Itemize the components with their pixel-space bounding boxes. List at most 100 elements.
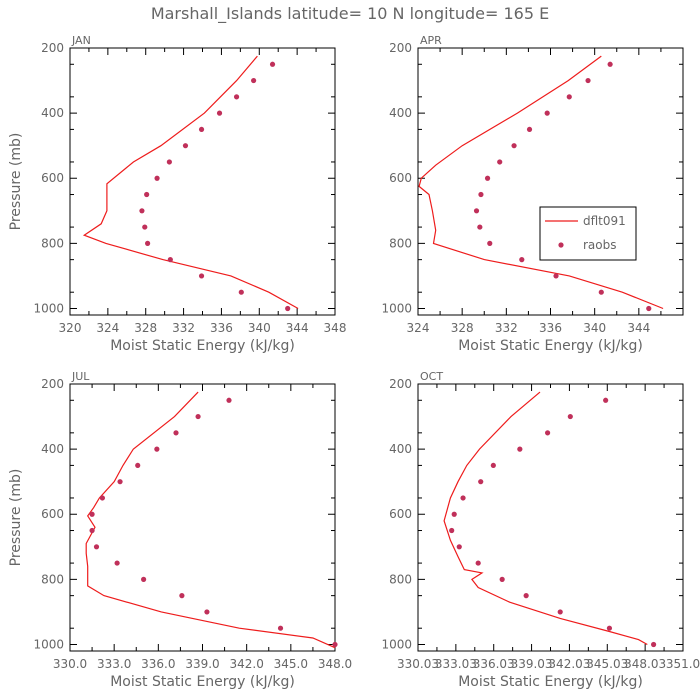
panel-apr: APR 324 328 332 336 340 344 200 400 600 800 1000 Moi… bbox=[381, 34, 684, 354]
data-point-raobs bbox=[154, 175, 160, 181]
x-tick-label: 333.03 bbox=[435, 657, 477, 671]
x-tick-label: 345.0 bbox=[274, 657, 308, 671]
x-tick-label: 336.0 bbox=[141, 657, 175, 671]
data-point-raobs bbox=[182, 143, 189, 149]
x-tick-label: 336 bbox=[539, 321, 562, 335]
y-tick-label: 600 bbox=[41, 171, 64, 185]
panel-oct: OCT 330.03333.03336.03339.03342.03345.033… bbox=[381, 370, 700, 690]
x-tick-label: 342.03 bbox=[548, 657, 590, 671]
data-point-raobs bbox=[456, 544, 462, 550]
y-tick-label: 800 bbox=[41, 236, 64, 250]
x-tick-label: 348.03 bbox=[624, 657, 666, 671]
x-tick-label: 344 bbox=[627, 321, 650, 335]
y-tick-label: 200 bbox=[389, 41, 412, 55]
x-axis-label: Moist Static Energy (kJ/kg) bbox=[110, 338, 295, 354]
y-tick-label: 400 bbox=[41, 442, 64, 456]
data-point-raobs bbox=[519, 257, 525, 263]
plot-frame bbox=[417, 47, 684, 316]
data-point-raobs bbox=[607, 61, 613, 67]
data-point-raobs bbox=[526, 126, 533, 133]
data-point-raobs bbox=[216, 110, 223, 116]
data-point-raobs bbox=[478, 191, 484, 198]
data-point-raobs bbox=[269, 61, 276, 67]
x-tick-label: 339.03 bbox=[511, 657, 553, 671]
y-tick-label: 1000 bbox=[381, 301, 412, 315]
data-point-raobs bbox=[650, 641, 657, 648]
data-point-raobs bbox=[179, 593, 185, 599]
data-point-raobs bbox=[499, 576, 505, 582]
data-point-raobs bbox=[99, 495, 105, 501]
data-point-raobs bbox=[606, 625, 613, 631]
data-point-raobs bbox=[135, 462, 141, 469]
data-point-raobs bbox=[544, 430, 551, 436]
y-tick-label: 800 bbox=[389, 572, 412, 586]
data-point-raobs bbox=[139, 208, 145, 214]
x-tick-label: 320 bbox=[59, 321, 82, 335]
legend: dflt091 raobs bbox=[539, 206, 637, 261]
x-tick-label: 330.03 bbox=[397, 657, 439, 671]
x-tick-label: 336.03 bbox=[473, 657, 515, 671]
data-point-raobs bbox=[332, 641, 338, 648]
x-tick-label: 332 bbox=[495, 321, 518, 335]
x-tick-label: 340 bbox=[248, 321, 271, 335]
x-tick-label: 324 bbox=[407, 321, 430, 335]
data-point-raobs bbox=[487, 240, 493, 246]
x-tick-label: 328 bbox=[134, 321, 157, 335]
panel-title: JAN bbox=[71, 34, 91, 47]
data-point-raobs bbox=[166, 159, 172, 165]
y-tick-label: 200 bbox=[389, 377, 412, 391]
data-point-raobs bbox=[511, 143, 517, 149]
panel-title: JUL bbox=[71, 370, 90, 383]
y-axis-label: Pressure (mb) bbox=[8, 469, 24, 567]
y-tick-label: 400 bbox=[389, 442, 412, 456]
x-tick-label: 340 bbox=[583, 321, 606, 335]
y-tick-label: 1000 bbox=[33, 637, 64, 651]
data-point-raobs bbox=[173, 430, 179, 436]
series-line-dflt091 bbox=[85, 391, 336, 649]
y-tick-label: 1000 bbox=[381, 637, 412, 651]
x-tick-label: 348 bbox=[324, 321, 347, 335]
x-tick-label: 324 bbox=[96, 321, 119, 335]
data-point-raobs bbox=[567, 413, 573, 420]
data-point-raobs bbox=[277, 625, 284, 631]
plot-frame bbox=[417, 383, 684, 652]
y-tick-label: 600 bbox=[41, 507, 64, 521]
data-point-raobs bbox=[198, 126, 205, 133]
panel-title: APR bbox=[420, 34, 442, 47]
data-point-raobs bbox=[145, 240, 151, 246]
data-point-raobs bbox=[117, 479, 123, 485]
data-point-raobs bbox=[89, 527, 95, 534]
legend-label: dflt091 bbox=[583, 214, 626, 228]
x-tick-label: 330.0 bbox=[53, 657, 87, 671]
data-point-raobs bbox=[603, 397, 609, 403]
x-tick-label: 336 bbox=[210, 321, 233, 335]
panel-title: OCT bbox=[420, 370, 443, 383]
data-point-raobs bbox=[585, 77, 591, 84]
x-axis-label: Moist Static Energy (kJ/kg) bbox=[110, 674, 295, 690]
data-point-raobs bbox=[238, 289, 244, 295]
data-point-raobs bbox=[646, 305, 652, 312]
data-point-raobs bbox=[198, 273, 205, 279]
x-tick-label: 332 bbox=[172, 321, 195, 335]
legend-box bbox=[539, 206, 637, 261]
x-tick-label: 344 bbox=[286, 321, 309, 335]
legend-dot-swatch bbox=[558, 242, 564, 248]
series-line-dflt091 bbox=[418, 55, 664, 310]
data-point-raobs bbox=[114, 560, 120, 566]
y-tick-label: 200 bbox=[41, 41, 64, 55]
panel-jan: JAN 320 324 328 332 336 340 344 348 200 400 600 800 1… bbox=[8, 34, 346, 354]
data-point-raobs bbox=[195, 413, 201, 420]
x-tick-label: 345.03 bbox=[586, 657, 628, 671]
y-tick-label: 400 bbox=[41, 106, 64, 120]
data-point-raobs bbox=[89, 511, 95, 517]
data-point-raobs bbox=[144, 191, 150, 198]
data-point-raobs bbox=[566, 94, 572, 100]
x-tick-label: 342.0 bbox=[229, 657, 263, 671]
y-tick-label: 800 bbox=[41, 572, 64, 586]
data-point-raobs bbox=[544, 110, 550, 116]
data-point-raobs bbox=[226, 397, 232, 403]
y-tick-label: 800 bbox=[389, 236, 412, 250]
y-tick-label: 600 bbox=[389, 507, 412, 521]
data-point-raobs bbox=[233, 94, 240, 100]
data-point-raobs bbox=[154, 446, 160, 452]
